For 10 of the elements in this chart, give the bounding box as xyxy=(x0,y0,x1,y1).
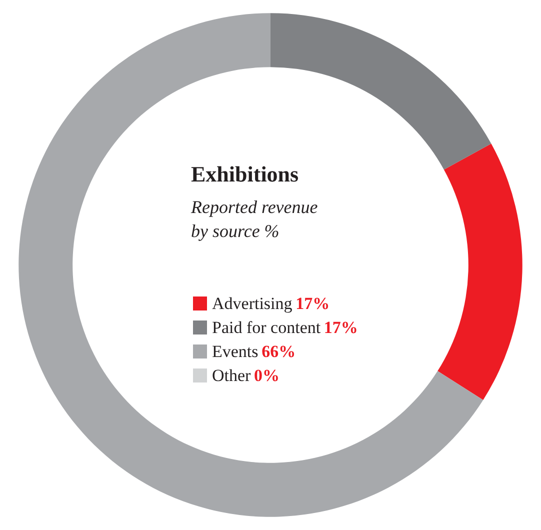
text: 0% xyxy=(254,366,280,385)
data-label: 66% xyxy=(262,342,296,361)
legend-label: Advertising xyxy=(212,294,293,313)
legend-label: Paid for content xyxy=(212,318,321,337)
data-label: 17% xyxy=(324,318,358,337)
data-label: 17% xyxy=(296,294,330,313)
text: Reported revenue by source % xyxy=(190,197,318,241)
legend-label: Other xyxy=(212,366,252,385)
text: Exhibitions xyxy=(191,162,300,186)
legend-label: Events xyxy=(212,342,258,361)
